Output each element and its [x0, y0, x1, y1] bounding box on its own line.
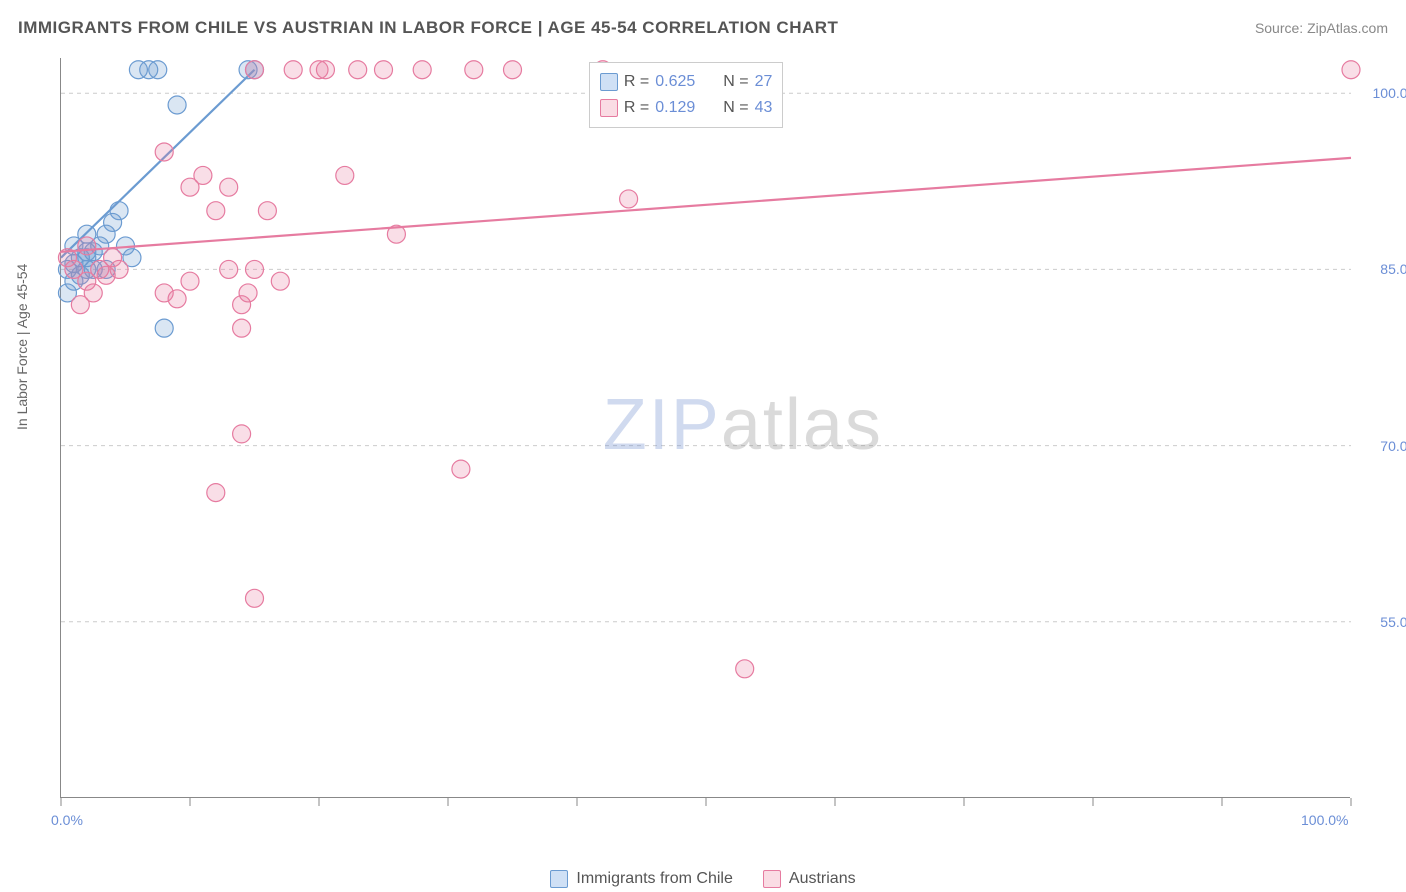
r-value: 0.129 — [655, 99, 709, 117]
data-point — [149, 61, 167, 79]
data-point — [194, 166, 212, 184]
data-point — [375, 61, 393, 79]
legend-item: Austrians — [763, 870, 856, 888]
data-point — [220, 260, 238, 278]
n-value: 27 — [755, 73, 773, 91]
correlation-legend: R = 0.625 N = 27 R = 0.129 N = 43 — [589, 62, 783, 128]
data-point — [1342, 61, 1360, 79]
r-label: R = — [624, 73, 649, 91]
y-tick-label: 85.0% — [1360, 261, 1406, 277]
data-point — [233, 425, 251, 443]
legend-swatch — [763, 870, 781, 888]
data-point — [181, 272, 199, 290]
legend-row: R = 0.129 N = 43 — [600, 95, 772, 121]
n-label: N = — [723, 73, 748, 91]
x-tick-label: 100.0% — [1301, 812, 1348, 828]
n-value: 43 — [755, 99, 773, 117]
data-point — [110, 260, 128, 278]
data-point — [239, 284, 257, 302]
data-point — [336, 166, 354, 184]
data-point — [413, 61, 431, 79]
data-point — [155, 319, 173, 337]
y-tick-label: 100.0% — [1360, 85, 1406, 101]
plot-svg — [61, 58, 1351, 798]
legend-label: Austrians — [789, 870, 856, 888]
data-point — [246, 589, 264, 607]
data-point — [207, 484, 225, 502]
data-point — [246, 61, 264, 79]
trend-line — [61, 158, 1351, 252]
trend-line — [61, 70, 255, 258]
legend-swatch — [600, 73, 618, 91]
y-axis-title: In Labor Force | Age 45-54 — [14, 264, 30, 430]
x-tick-label: 0.0% — [51, 812, 83, 828]
data-point — [316, 61, 334, 79]
legend-swatch — [600, 99, 618, 117]
data-point — [736, 660, 754, 678]
data-point — [78, 237, 96, 255]
n-label: N = — [723, 99, 748, 117]
data-point — [246, 260, 264, 278]
r-label: R = — [624, 99, 649, 117]
chart-title: IMMIGRANTS FROM CHILE VS AUSTRIAN IN LAB… — [18, 18, 838, 38]
source-attribution: Source: ZipAtlas.com — [1255, 20, 1388, 36]
scatter-plot: ZIPatlas 55.0%70.0%85.0%100.0%0.0%100.0% — [60, 58, 1350, 798]
data-point — [465, 61, 483, 79]
legend-label: Immigrants from Chile — [576, 870, 732, 888]
data-point — [71, 296, 89, 314]
data-point — [233, 319, 251, 337]
data-point — [271, 272, 289, 290]
data-point — [168, 96, 186, 114]
data-point — [284, 61, 302, 79]
r-value: 0.625 — [655, 73, 709, 91]
data-point — [258, 202, 276, 220]
legend-swatch — [550, 870, 568, 888]
data-point — [207, 202, 225, 220]
data-point — [110, 202, 128, 220]
data-point — [349, 61, 367, 79]
data-point — [168, 290, 186, 308]
data-point — [220, 178, 238, 196]
data-point — [620, 190, 638, 208]
series-legend: Immigrants from Chile Austrians — [0, 870, 1406, 888]
y-tick-label: 55.0% — [1360, 614, 1406, 630]
legend-row: R = 0.625 N = 27 — [600, 69, 772, 95]
data-point — [155, 143, 173, 161]
data-point — [504, 61, 522, 79]
legend-item: Immigrants from Chile — [550, 870, 732, 888]
y-tick-label: 70.0% — [1360, 438, 1406, 454]
data-point — [452, 460, 470, 478]
